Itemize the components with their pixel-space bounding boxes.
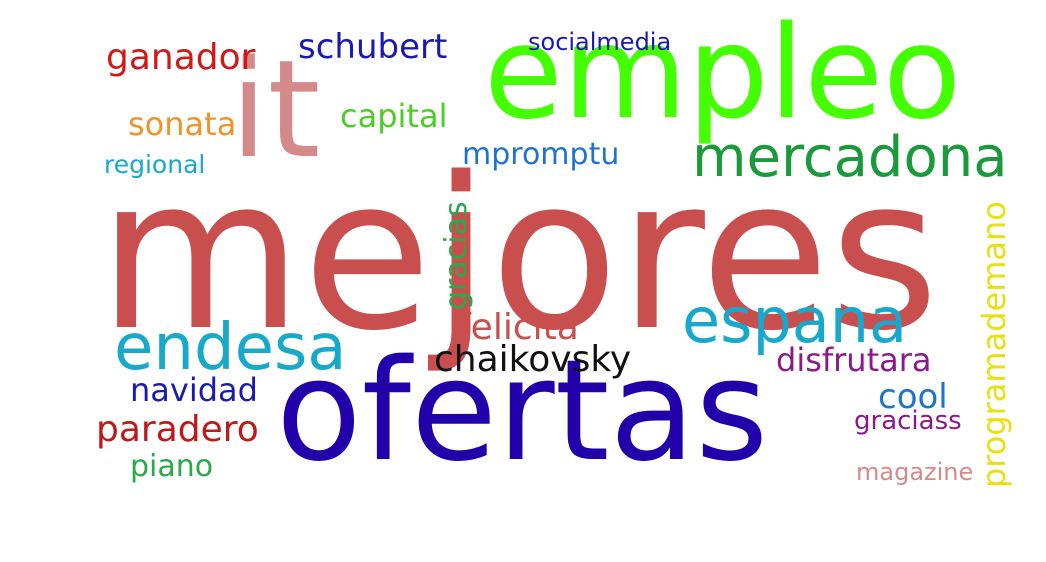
word-magazine: magazine: [856, 458, 974, 486]
word-it: it: [230, 31, 321, 188]
word-navidad: navidad: [130, 371, 258, 409]
word-piano: piano: [130, 449, 214, 484]
word-ofertas: ofertas: [276, 330, 769, 493]
word-endesa: endesa: [114, 311, 347, 385]
word-sonata: sonata: [128, 105, 237, 143]
word-capital: capital: [340, 97, 448, 135]
word-schubert: schubert: [298, 27, 448, 67]
word-chaikovsky: chaikovsky: [434, 339, 632, 380]
word-regional: regional: [104, 150, 206, 179]
word-felicita: felicita: [458, 307, 579, 348]
word-mercadona: mercadona: [692, 125, 1008, 190]
word-disfrutara: disfrutara: [776, 341, 932, 379]
word-graciass: graciass: [854, 406, 962, 436]
word-mejores: mejores: [98, 132, 939, 377]
word-programademano: programademano: [975, 201, 1013, 488]
word-socialmedia: socialmedia: [528, 28, 672, 56]
word-mpromptu: mpromptu: [462, 137, 620, 172]
word-cool: cool: [878, 377, 948, 417]
word-gracias: gracias: [439, 201, 474, 310]
word-ganador: ganador: [106, 37, 256, 78]
word-espana: espana: [682, 284, 908, 357]
word-empleo: empleo: [484, 0, 962, 148]
word-paradero: paradero: [96, 409, 259, 450]
